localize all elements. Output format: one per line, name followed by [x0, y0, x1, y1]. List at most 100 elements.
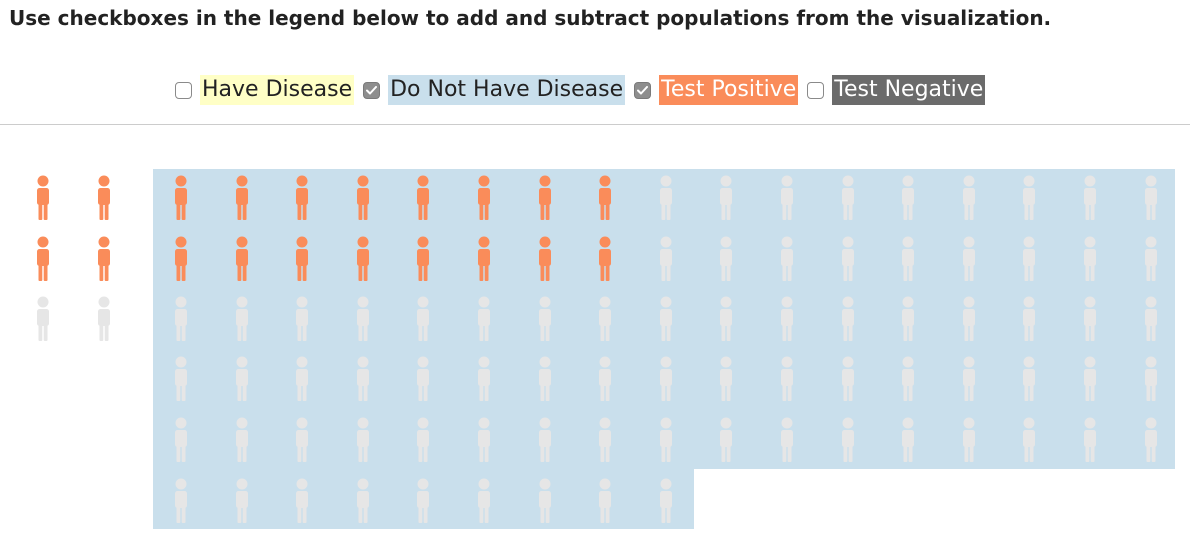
- person-icon: [1144, 356, 1158, 402]
- person-icon: [598, 478, 612, 524]
- person-icon: [356, 478, 370, 524]
- legend-label-test-positive: Test Positive: [659, 75, 799, 105]
- person-icon: [295, 296, 309, 342]
- person-icon: [356, 356, 370, 402]
- person-icon-positive: [295, 236, 309, 282]
- person-icon-positive: [97, 175, 111, 221]
- person-icon: [174, 296, 188, 342]
- person-icon: [719, 296, 733, 342]
- checkbox-no-disease[interactable]: [363, 81, 381, 99]
- person-icon: [962, 356, 976, 402]
- person-icon: [477, 356, 491, 402]
- person-icon: [235, 417, 249, 463]
- person-icon: [416, 356, 430, 402]
- person-icon: [416, 296, 430, 342]
- person-icon: [780, 236, 794, 282]
- person-icon: [901, 356, 915, 402]
- person-icon: [841, 236, 855, 282]
- person-icon: [538, 417, 552, 463]
- person-icon: [1022, 356, 1036, 402]
- person-icon-positive: [598, 175, 612, 221]
- person-icon: [1083, 356, 1097, 402]
- person-icon: [416, 417, 430, 463]
- instructions-text: Use checkboxes in the legend below to ad…: [9, 6, 1052, 30]
- person-icon: [1022, 175, 1036, 221]
- person-icon: [477, 478, 491, 524]
- person-icon: [235, 478, 249, 524]
- person-icon: [174, 478, 188, 524]
- divider: [0, 124, 1190, 125]
- person-icon: [780, 417, 794, 463]
- person-icon: [477, 296, 491, 342]
- person-icon: [962, 417, 976, 463]
- person-icon-positive: [36, 175, 50, 221]
- person-icon: [962, 236, 976, 282]
- person-icon-positive: [356, 236, 370, 282]
- person-icon: [598, 356, 612, 402]
- legend-label-no-disease: Do Not Have Disease: [388, 75, 626, 105]
- person-icon: [1022, 417, 1036, 463]
- person-icon-positive: [477, 236, 491, 282]
- person-icon: [659, 356, 673, 402]
- person-icon: [295, 417, 309, 463]
- legend-label-test-negative: Test Negative: [832, 75, 986, 105]
- person-icon-positive: [295, 175, 309, 221]
- person-icon: [901, 175, 915, 221]
- person-icon: [659, 175, 673, 221]
- person-icon-positive: [235, 175, 249, 221]
- person-icon-positive: [538, 175, 552, 221]
- checkbox-have-disease[interactable]: [175, 81, 192, 99]
- person-icon: [719, 417, 733, 463]
- person-icon: [1083, 417, 1097, 463]
- person-icon-positive: [598, 236, 612, 282]
- person-icon: [538, 296, 552, 342]
- person-icon: [97, 296, 111, 342]
- person-icon: [36, 296, 50, 342]
- person-icon: [1144, 296, 1158, 342]
- person-icon: [659, 417, 673, 463]
- person-icon: [174, 417, 188, 463]
- person-icon: [719, 236, 733, 282]
- person-icon: [598, 417, 612, 463]
- person-icon-positive: [235, 236, 249, 282]
- legend-item-no-disease[interactable]: Do Not Have Disease: [363, 75, 634, 105]
- person-icon: [901, 296, 915, 342]
- person-icon: [719, 175, 733, 221]
- checkbox-test-positive[interactable]: [634, 81, 652, 99]
- checkbox-test-negative[interactable]: [807, 81, 825, 99]
- person-icon: [477, 417, 491, 463]
- person-icon-positive: [356, 175, 370, 221]
- person-icon: [356, 296, 370, 342]
- legend-item-test-positive[interactable]: Test Positive: [634, 75, 807, 105]
- legend-item-have-disease[interactable]: Have Disease: [175, 75, 363, 105]
- person-icon: [841, 417, 855, 463]
- legend-label-have-disease: Have Disease: [200, 75, 355, 105]
- person-icon: [538, 356, 552, 402]
- person-icon: [901, 236, 915, 282]
- person-icon-positive: [477, 175, 491, 221]
- person-icon: [1144, 236, 1158, 282]
- person-icon: [1083, 236, 1097, 282]
- person-icon: [295, 478, 309, 524]
- person-icon: [719, 356, 733, 402]
- person-icon: [356, 417, 370, 463]
- person-icon: [901, 417, 915, 463]
- person-icon: [1144, 417, 1158, 463]
- person-icon-positive: [538, 236, 552, 282]
- person-icon-positive: [36, 236, 50, 282]
- person-icon-positive: [416, 175, 430, 221]
- person-icon: [780, 175, 794, 221]
- person-icon: [235, 296, 249, 342]
- person-icon: [780, 296, 794, 342]
- person-icon-positive: [97, 236, 111, 282]
- person-icon: [780, 356, 794, 402]
- person-icon: [1022, 296, 1036, 342]
- person-icon: [416, 478, 430, 524]
- person-icon-positive: [174, 236, 188, 282]
- person-icon: [841, 296, 855, 342]
- person-icon: [538, 478, 552, 524]
- person-icon: [659, 236, 673, 282]
- legend-item-test-negative[interactable]: Test Negative: [807, 75, 994, 105]
- person-icon: [659, 478, 673, 524]
- person-icon: [1083, 175, 1097, 221]
